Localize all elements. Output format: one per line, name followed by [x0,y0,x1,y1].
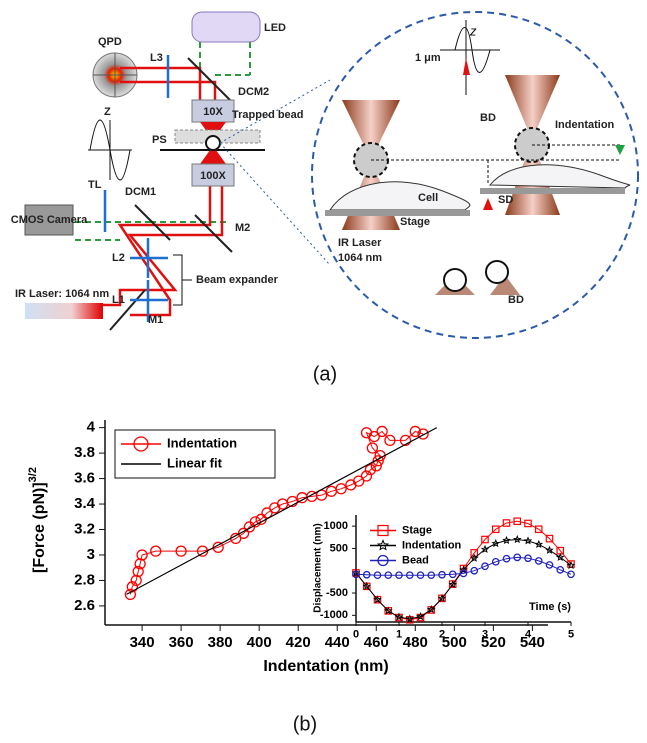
figure: LED QPD L3 DCM2 Z 10X Trapped bead PS 10… [0,0,647,743]
z-wave [88,120,132,180]
trapped-bead [206,136,220,150]
y-tick-label: 4 [87,419,96,436]
x-tick-label: 5 [568,629,574,641]
x-tick-label: 0 [353,629,359,641]
x-tick-label: 2 [439,629,445,641]
y-tick-label: 3.2 [74,520,95,537]
label: SD [498,194,513,206]
legend-label: Linear fit [167,455,223,470]
caption: (a) [313,363,337,385]
x-axis-label: Indentation (nm) [263,658,388,675]
y-axis-label: [Force (pN)]3/2 [27,467,48,573]
label: 100X [200,170,226,182]
label: Beam expander [196,274,279,286]
stage [325,210,470,216]
led [192,12,260,42]
y-tick-label: 2.6 [74,597,95,614]
label: M1 [148,314,163,326]
inset-x-label: Time (s) [529,601,571,613]
x-tick-label: 360 [169,634,194,651]
body: { "diagram": { "LED": "LED", "QPD": "QPD… [0,0,647,743]
x-tick-label: 3 [482,629,488,641]
label: IR Laser [338,237,382,249]
x-tick-label: 420 [286,634,311,651]
label: Z [104,106,111,118]
label: L1 [112,294,125,306]
page: body { margin: 0; background: #fff; font… [0,0,647,743]
optical-setup: LED QPD L3 DCM2 Z 10X Trapped bead PS 10… [11,12,330,330]
label: BD [508,294,524,306]
y-tick-label: 2.8 [74,571,95,588]
label: DCM1 [125,186,156,198]
y-tick-label: 3.4 [74,495,96,512]
x-tick-label: 480 [403,634,428,651]
label: Stage [400,216,430,228]
bead [486,261,508,283]
label: 10X [203,106,223,118]
legend-label: Indentation [167,435,237,450]
x-tick-label: 380 [208,634,233,651]
y-axis-label-text: [Force (pN)] [31,482,48,573]
y-tick-label: 500 [330,542,348,554]
label: M2 [235,222,250,234]
label: CMOS Camera [11,214,88,226]
y-tick-label: 3.6 [74,470,95,487]
label: 1064 nm [338,252,382,264]
label: L3 [150,52,163,64]
label: L2 [112,252,125,264]
label: Trapped bead [232,109,304,121]
y-axis-label-exponent: 3/2 [27,467,39,482]
x-tick-label: 500 [442,634,467,651]
y-tick-label: -1000 [320,609,348,621]
ir-laser [25,303,103,319]
bead [444,269,466,291]
x-tick-label: 400 [247,634,272,651]
y-tick-label: 1000 [324,520,348,532]
legend-label: Bead [402,554,429,566]
bracket [173,255,192,305]
label: TL [88,179,102,191]
zoom-view: z 1 μm BD Indentation Cell Stage SD IR L… [312,12,638,338]
x-tick-label: 4 [525,629,532,641]
legend-label: Indentation [402,539,462,551]
label: QPD [98,36,122,48]
x-tick-label: 540 [520,634,545,651]
label: IR Laser: 1064 nm [15,288,109,300]
label: z [469,23,477,38]
x-tick-label: 440 [325,634,350,651]
x-tick-label: 460 [364,634,389,651]
caption: (b) [293,713,317,735]
label: Indentation [555,119,615,131]
y-tick-label: 3 [87,546,95,563]
x-tick-label: 1 [396,629,402,641]
y-tick-label: -500 [326,587,348,599]
label: PS [152,134,167,146]
label: 1 μm [415,52,441,64]
legend-label: Stage [402,524,432,536]
label: DCM2 [238,86,269,98]
label: Cell [418,192,438,204]
x-tick-label: 340 [130,634,155,651]
label: LED [264,22,286,34]
label: BD [480,112,496,124]
y-tick-label: 3.8 [74,444,95,461]
inset-y-label: Displacement (nm) [313,523,324,612]
